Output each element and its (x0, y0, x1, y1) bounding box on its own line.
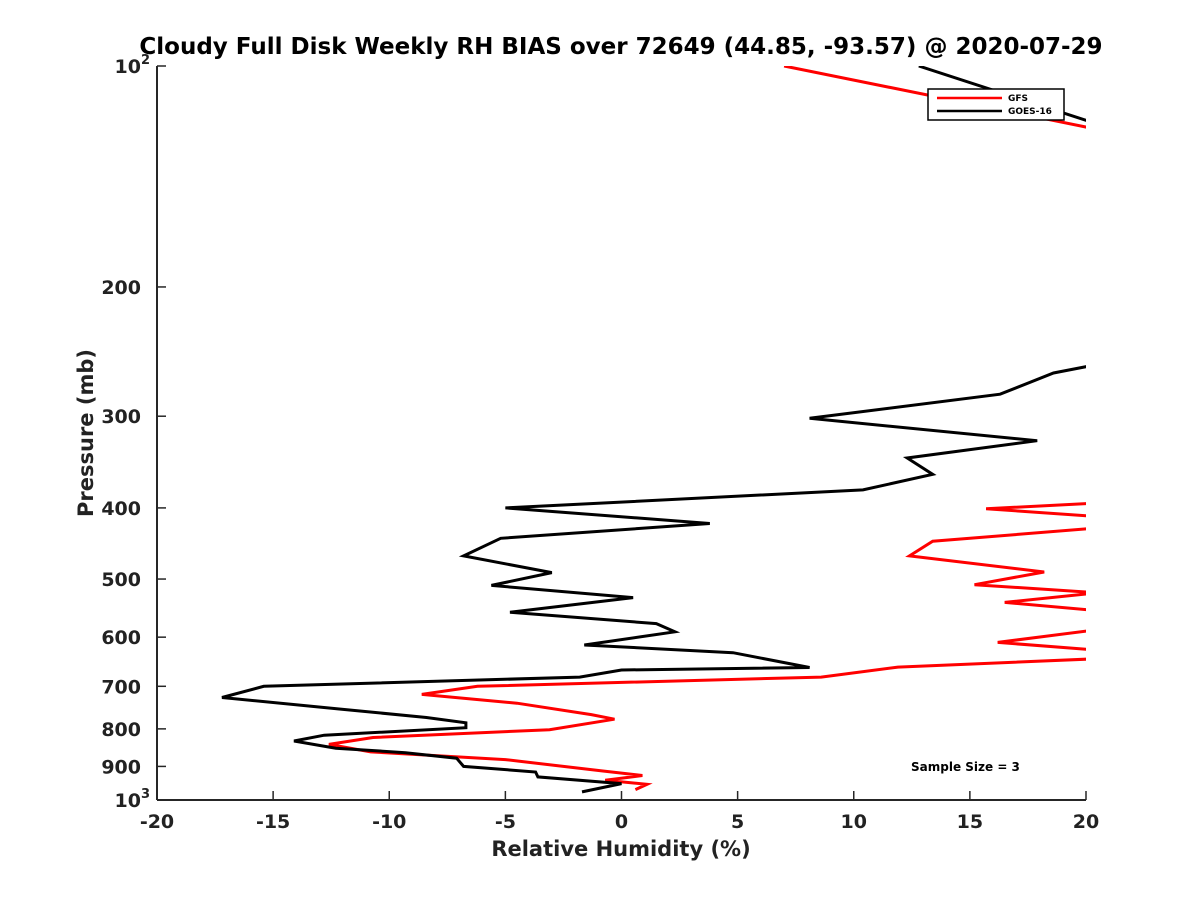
y-tick-label: 103 (115, 787, 151, 812)
legend-label: GFS (1008, 94, 1028, 104)
y-tick-label: 700 (101, 676, 141, 698)
sample-size-annotation: Sample Size = 3 (911, 760, 1020, 774)
chart-title: Cloudy Full Disk Weekly RH BIAS over 726… (139, 34, 1102, 60)
x-tick-label: -10 (372, 811, 406, 833)
x-tick-label: -20 (140, 811, 174, 833)
y-tick-label: 600 (101, 627, 141, 649)
y-tick-label: 102 (115, 53, 151, 78)
x-tick-label: 15 (957, 811, 983, 833)
y-axis-ticks: 102 200 300 400 500 600 700 800 900 103 (101, 53, 166, 812)
legend-box (927, 88, 1065, 121)
y-tick-label: 400 (101, 498, 141, 520)
y-tick-label: 300 (101, 406, 141, 428)
y-tick-label: 500 (101, 569, 141, 591)
y-tick-label: 800 (101, 719, 141, 741)
legend: GFS GOES-16 (927, 88, 1065, 121)
x-tick-label: -15 (256, 811, 290, 833)
legend-label: GOES-16 (1008, 107, 1052, 117)
x-axis-label: Relative Humidity (%) (491, 837, 750, 861)
series-layer (221, 66, 1086, 794)
y-axis-label: Pressure (mb) (74, 349, 98, 517)
x-tick-label: 0 (615, 811, 628, 833)
x-axis-ticks: -20 -15 -10 -5 0 5 10 15 20 (140, 791, 1099, 833)
x-tick-label: -5 (495, 811, 516, 833)
series-line-goes-16 (221, 66, 1086, 794)
x-tick-label: 20 (1073, 811, 1099, 833)
y-tick-label: 900 (101, 756, 141, 778)
x-tick-label: 10 (841, 811, 867, 833)
x-tick-label: 5 (731, 811, 744, 833)
y-tick-label: 200 (101, 277, 141, 299)
